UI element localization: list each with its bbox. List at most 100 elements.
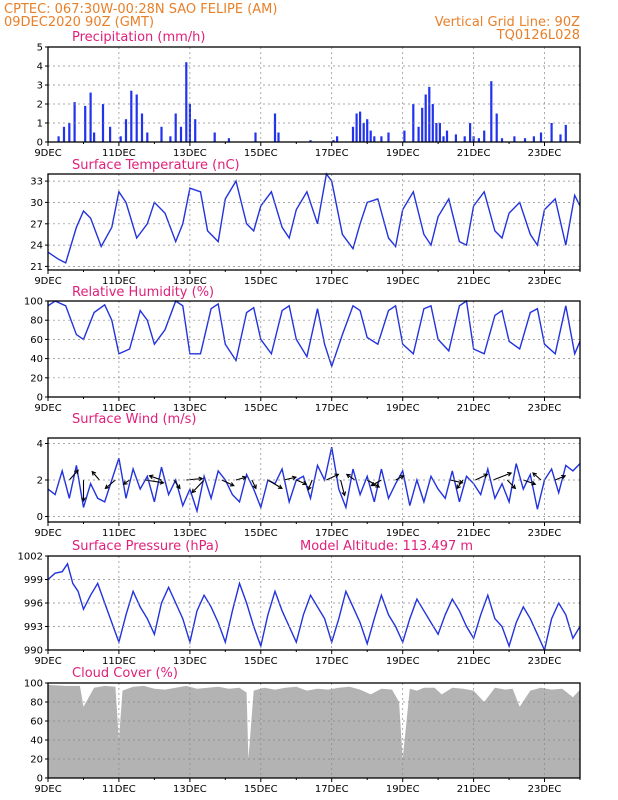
precipitation-bar xyxy=(277,132,280,142)
cloud-cover-x-tick-label: 21DEC xyxy=(457,784,491,795)
humidity-x-tick-label: 23DEC xyxy=(528,403,562,414)
wind-arrow xyxy=(251,479,257,489)
cloud-cover-y-tick-label: 0 xyxy=(37,774,43,785)
temperature-y-tick-label: 24 xyxy=(30,241,43,252)
precipitation-bar xyxy=(135,94,138,142)
cloud-cover-frame xyxy=(47,682,581,779)
wind-arrow-head xyxy=(159,479,165,485)
temperature-y-tick-label: 21 xyxy=(30,262,43,273)
precipitation-bar xyxy=(194,119,197,142)
precipitation-y-tick-label: 5 xyxy=(37,43,43,54)
precipitation-x-tick-label: 21DEC xyxy=(457,148,491,159)
temperature-frame xyxy=(47,173,581,271)
humidity-frame xyxy=(47,300,581,398)
wind-panel: 0 2 4 9DEC 11DEC 13DEC 15DEC 17DEC 19DEC 21DEC 23D… xyxy=(34,437,581,539)
pressure-y-tick-label: 999 xyxy=(24,575,43,586)
wind-x-tick-label: 21DEC xyxy=(457,528,491,539)
humidity-x-tick-label: 11DEC xyxy=(102,403,136,414)
precipitation-bar xyxy=(523,138,527,142)
wind-arrow xyxy=(91,471,100,481)
pressure-x-tick-label: 17DEC xyxy=(315,656,349,667)
precipitation-y-tick-label: 2 xyxy=(37,100,43,111)
humidity-y-tick-label: 0 xyxy=(37,393,43,404)
precipitation-x-tick-label: 19DEC xyxy=(386,148,420,159)
precipitation-x-tick-label: 15DEC xyxy=(244,148,278,159)
temperature-x-tick-label: 19DEC xyxy=(386,276,420,287)
precipitation-bar xyxy=(442,136,445,142)
wind-arrow-head xyxy=(81,497,86,503)
pressure-x-tick-label: 21DEC xyxy=(457,656,491,667)
precipitation-bar xyxy=(421,107,424,142)
wind-arrow xyxy=(371,479,382,487)
precipitation-bar xyxy=(160,126,163,142)
wind-arrow xyxy=(123,479,130,485)
precipitation-bar xyxy=(254,132,257,142)
precipitation-y-tick-label: 4 xyxy=(37,62,43,73)
precipitation-y-tick-label: 1 xyxy=(37,119,43,130)
precipitation-bar xyxy=(403,130,406,142)
wind-arrow-head xyxy=(104,484,110,490)
precipitation-bar xyxy=(559,134,562,142)
header-grid-note: Vertical Grid Line: 90Z xyxy=(435,15,580,30)
wind-x-tick-label: 17DEC xyxy=(315,528,349,539)
pressure-x-tick-label: 11DEC xyxy=(102,656,136,667)
cloud-cover-y-tick-label: 20 xyxy=(30,755,43,766)
precipitation-bar xyxy=(532,136,535,142)
precip-title: Precipitation (mm/h) xyxy=(72,30,205,45)
precipitation-x-tick-label: 13DEC xyxy=(173,148,207,159)
cloud-cover-x-tick-label: 17DEC xyxy=(315,784,349,795)
pressure-title: Surface Pressure (hPa) xyxy=(72,539,219,554)
wind-arrow xyxy=(326,473,339,481)
temperature-line xyxy=(47,172,581,264)
wind-arrow-head xyxy=(341,491,347,497)
precipitation-bar xyxy=(57,136,60,142)
precipitation-bar xyxy=(424,94,427,142)
wind-arrow xyxy=(340,479,346,496)
wind-arrow xyxy=(492,472,512,481)
wind-arrow-head xyxy=(241,475,248,481)
humidity-title: Relative Humidity (%) xyxy=(72,285,214,300)
cloud-cover-panel: 0 20 40 60 80 100 9DEC 11DEC 13DEC 15DEC 17DEC 19DE… xyxy=(24,679,581,795)
header-run-time: 09DEC2020 90Z (GMT) xyxy=(4,15,154,30)
wind-arrow xyxy=(149,475,162,481)
precipitation-bar xyxy=(185,62,188,143)
wind-arrow xyxy=(307,479,313,491)
wind-arrow-head xyxy=(375,483,381,488)
wind-x-tick-label: 15DEC xyxy=(244,528,278,539)
temperature-x-tick-label: 13DEC xyxy=(173,276,207,287)
cloud-cover-x-tick-label: 9DEC xyxy=(34,784,61,795)
wind-arrow xyxy=(554,475,566,481)
precipitation-bar xyxy=(89,92,92,142)
pressure-x-tick-label: 13DEC xyxy=(173,656,207,667)
precipitation-bar xyxy=(130,90,133,142)
wind-arrow-head xyxy=(399,475,405,480)
precipitation-bar xyxy=(431,104,434,142)
wind-x-tick-label: 9DEC xyxy=(34,528,61,539)
precipitation-bar xyxy=(124,119,128,142)
precipitation-bar xyxy=(373,136,376,142)
wind-y-tick-label: 4 xyxy=(37,439,43,450)
wind-arrow-head xyxy=(122,480,128,485)
humidity-line xyxy=(47,299,581,369)
precipitation-bar xyxy=(513,136,516,142)
precipitation-bar xyxy=(309,140,312,142)
cloud-cover-x-tick-label: 15DEC xyxy=(244,784,278,795)
wind-arrow-head xyxy=(532,472,538,477)
wind-arrow xyxy=(346,473,356,481)
cloud-cover-y-tick-label: 40 xyxy=(30,736,43,747)
wind-x-tick-label: 19DEC xyxy=(386,528,420,539)
wind-arrow-head xyxy=(561,474,567,480)
wind-arrow-head xyxy=(307,485,312,491)
precipitation-bar xyxy=(359,111,362,142)
temperature-y-tick-label: 30 xyxy=(30,198,43,209)
precipitation-bar xyxy=(336,136,339,142)
pressure-y-tick-label: 990 xyxy=(24,646,43,657)
wind-arrow-head xyxy=(176,484,181,490)
pressure-y-tick-label: 996 xyxy=(24,599,43,610)
precipitation-bar xyxy=(490,81,493,142)
wind-arrow xyxy=(105,479,116,489)
wind-arrow-head xyxy=(74,469,79,475)
wind-arrow xyxy=(221,479,235,487)
precipitation-bar xyxy=(119,136,122,142)
